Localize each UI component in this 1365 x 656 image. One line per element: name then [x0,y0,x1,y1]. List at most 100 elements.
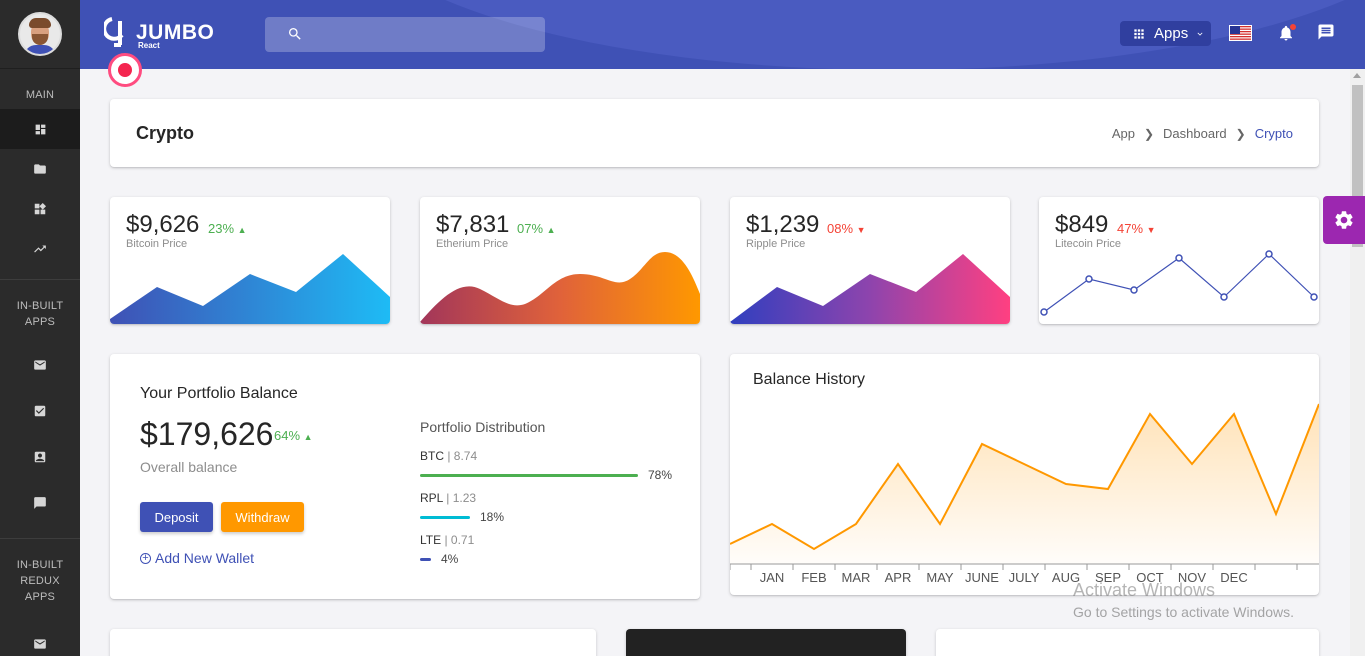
sidebar-item-mail[interactable] [0,342,80,388]
folder-icon [34,164,46,174]
month-label: JULY [1009,570,1040,585]
stat-percent: 23% ▲ [208,221,247,236]
settings-drawer-button[interactable] [1323,196,1365,244]
apps-grid-icon [1134,28,1144,39]
sidebar-item-contacts[interactable] [0,434,80,480]
logo-subtext: React [138,41,160,50]
breadcrumb-current: Crypto [1254,126,1293,141]
avatar[interactable] [18,12,62,56]
deposit-button[interactable]: Deposit [140,502,213,532]
sidebar-item-files[interactable] [0,149,80,189]
arrow-up-icon: ▲ [237,225,247,235]
ripple-area-chart [730,254,1010,324]
record-indicator [108,53,142,87]
balance-history-card: JAN FEB MAR APR MAY JUNE JULY AUG SEP OC… [730,354,1319,595]
bitcoin-price-card: $9,626 23% ▲ Bitcoin Price [110,197,390,324]
stat-label: Etherium Price [436,238,509,250]
month-label: AUG [1052,570,1080,585]
logo[interactable]: JUMBO React [104,15,214,51]
portfolio-balance-card: Your Portfolio Balance $179,626 64% ▲ Ov… [110,354,700,599]
stat-price: $1,239 [746,211,820,238]
sidebar-section-inbuilt-redux-apps: IN-BUILT REDUX APPS [16,559,64,603]
etherium-price-card: $7,831 07% ▲ Etherium Price [420,197,700,324]
trending-up-icon [34,245,46,253]
sidebar-item-tasks[interactable] [0,388,80,434]
logo-icon [104,17,124,47]
stat-percent: 08% ▼ [827,221,866,236]
sidebar-item-widgets[interactable] [0,189,80,229]
distribution-bar [420,473,638,477]
month-label: JUNE [965,570,999,585]
distribution-bar [420,557,431,561]
checkbox-icon [34,405,46,417]
month-label: OCT [1136,570,1164,585]
search-input[interactable] [265,17,545,52]
page-title-card: Crypto App ❯ Dashboard ❯ Crypto [110,99,1319,167]
breadcrumb-separator-icon: ❯ [1235,126,1246,141]
sidebar-section-inbuilt-apps: IN-BUILT APPS [16,300,64,328]
contact-icon [34,451,46,463]
month-label: SEP [1095,570,1121,585]
litecoin-line-chart [1040,250,1318,316]
breadcrumb-app[interactable]: App [1111,126,1135,141]
stat-price: $849 [1055,211,1109,238]
arrow-up-icon: ▲ [303,432,313,442]
chevron-down-icon [1197,32,1203,36]
message-icon[interactable] [1317,23,1335,41]
breadcrumb-dashboard[interactable]: Dashboard [1163,126,1227,141]
bottom-card-3 [936,629,1319,656]
logo-text: JUMBO [136,21,215,44]
scroll-up-arrow[interactable] [1353,73,1361,78]
gear-icon [1335,211,1353,229]
distribution-row-rpl: RPL | 1.23 18% [420,491,505,524]
sidebar-item-dashboard[interactable] [0,109,80,149]
breadcrumb: App ❯ Dashboard ❯ Crypto [1112,126,1293,141]
stat-label: Litecoin Price [1055,238,1122,250]
us-flag-icon[interactable] [1229,25,1252,41]
distribution-row-btc: BTC | 8.74 78% [420,449,673,482]
stat-price: $9,626 [126,211,200,238]
dashboard-icon [35,124,45,134]
month-label: MAY [926,570,954,585]
add-circle-icon: + [140,552,151,564]
distribution-bar [420,515,470,519]
litecoin-price-card: $849 47% ▼ Litecoin Price [1039,197,1319,324]
withdraw-button[interactable]: Withdraw [221,502,304,532]
mail-icon [34,639,46,649]
portfolio-percent: 64% ▲ [274,428,313,443]
sidebar-item-metrics[interactable] [0,229,80,269]
month-label: APR [885,570,912,585]
distribution-title: Portfolio Distribution [420,419,546,435]
portfolio-title: Your Portfolio Balance [140,385,298,402]
month-label: DEC [1220,570,1247,585]
sidebar: MAIN IN-BUILT APPS IN-BUILT REDUX APPS [0,0,80,656]
sidebar-item-redux-mail[interactable] [0,621,80,656]
distribution-row-lte: LTE | 0.71 4% [420,533,475,566]
portfolio-subtitle: Overall balance [140,459,238,475]
etherium-area-chart [420,252,700,324]
bell-icon[interactable] [1277,23,1295,43]
apps-label: Apps [1154,25,1189,42]
scroll-thumb[interactable] [1352,85,1363,247]
ripple-price-card: $1,239 08% ▼ Ripple Price [730,197,1010,324]
stat-price: $7,831 [436,211,510,238]
arrow-down-icon: ▼ [1146,225,1156,235]
sidebar-item-chat[interactable] [0,480,80,526]
add-new-wallet-link[interactable]: + Add New Wallet [140,550,254,566]
apps-dropdown-button[interactable]: Apps [1120,21,1211,46]
chat-icon [34,497,46,509]
stat-percent: 07% ▲ [517,221,556,236]
breadcrumb-separator-icon: ❯ [1143,126,1155,141]
page-title: Crypto [136,123,194,143]
balance-history-chart: JAN FEB MAR APR MAY JUNE JULY AUG SEP OC… [730,403,1319,585]
stat-label: Bitcoin Price [126,238,188,250]
portfolio-amount: $179,626 [140,416,274,452]
balance-history-title: Balance History [753,371,866,388]
widgets-icon [34,202,47,215]
search-icon [289,28,301,40]
month-label: MAR [842,570,871,585]
month-label: JAN [760,570,785,585]
stat-percent: 47% ▼ [1117,221,1156,236]
arrow-up-icon: ▲ [546,225,556,235]
activate-windows-title: Activate Windows [1073,580,1216,600]
